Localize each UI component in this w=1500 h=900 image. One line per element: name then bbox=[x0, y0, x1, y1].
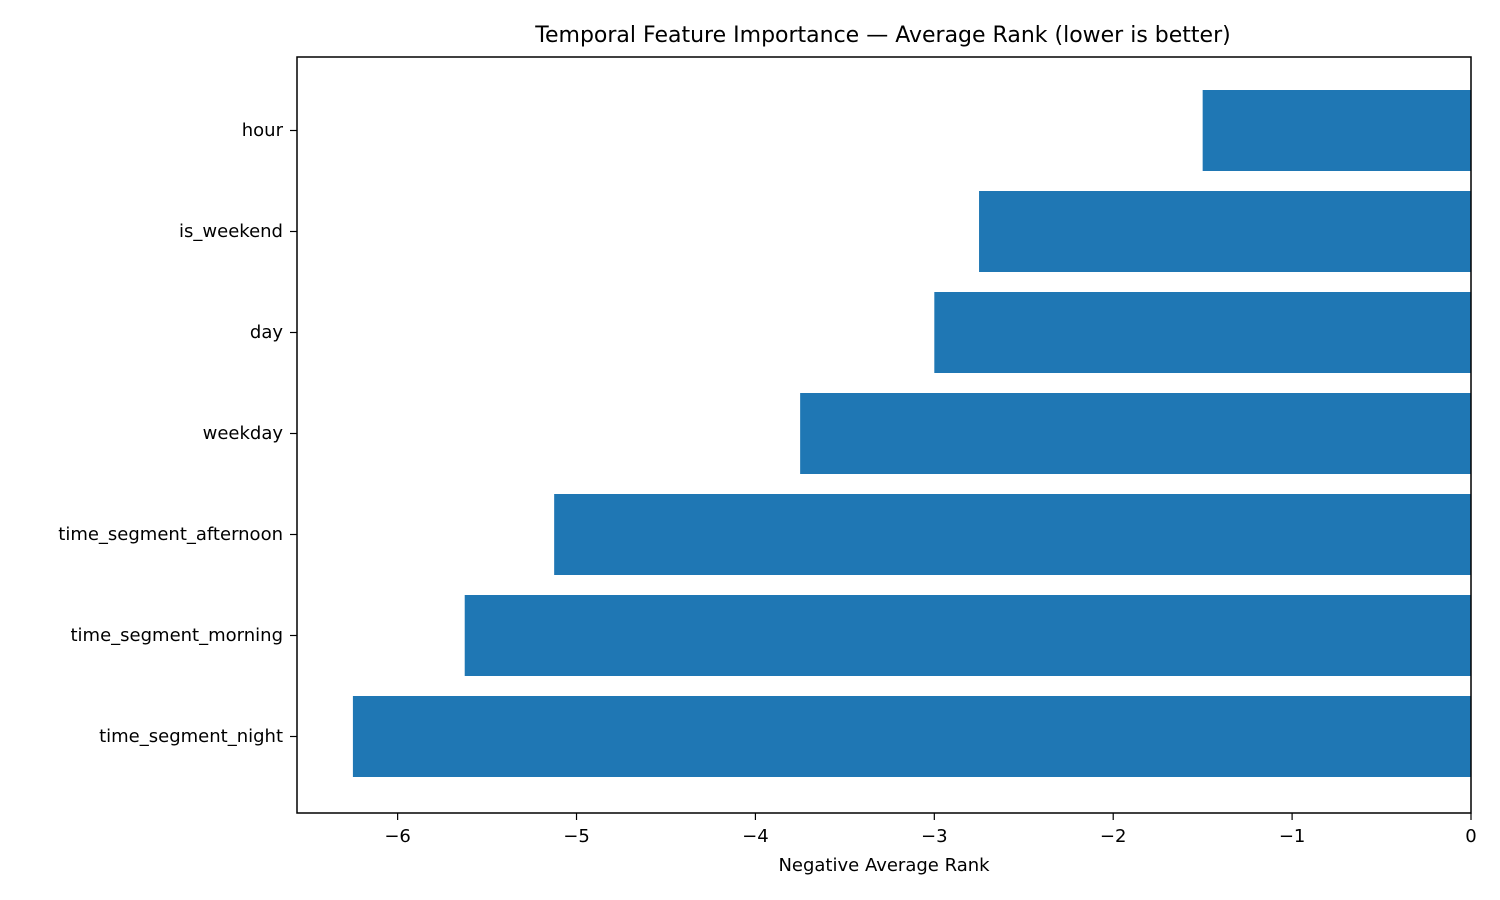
bar-is-weekend bbox=[979, 191, 1471, 272]
x-tick-label: −5 bbox=[563, 826, 590, 847]
bar-time-segment-afternoon bbox=[554, 494, 1471, 575]
bar-day bbox=[934, 292, 1471, 373]
y-tick-label: weekday bbox=[203, 423, 284, 444]
bar-weekday bbox=[800, 393, 1471, 474]
x-tick-label: −3 bbox=[921, 826, 948, 847]
x-tick-label: −2 bbox=[1100, 826, 1127, 847]
x-axis-label: Negative Average Rank bbox=[778, 855, 990, 876]
y-tick-label: time_segment_night bbox=[99, 726, 283, 747]
x-tick-label: −4 bbox=[742, 826, 769, 847]
bar-hour bbox=[1202, 90, 1471, 171]
y-tick-label: day bbox=[250, 322, 283, 343]
bar-time-segment-morning bbox=[464, 595, 1471, 676]
x-axis-ticks: −6 −5 −4 −3 −2 −1 0 bbox=[384, 813, 1477, 847]
y-tick-label: hour bbox=[242, 120, 284, 141]
plot-frame bbox=[296, 56, 1472, 814]
y-tick-label: time_segment_afternoon bbox=[58, 524, 283, 545]
y-tick-label: time_segment_morning bbox=[71, 625, 284, 646]
bar-time-segment-night bbox=[352, 696, 1471, 777]
bars-group bbox=[352, 90, 1471, 777]
chart-title: Temporal Feature Importance — Average Ra… bbox=[534, 23, 1230, 48]
x-tick-label: −1 bbox=[1279, 826, 1306, 847]
y-tick-label: is_weekend bbox=[179, 221, 283, 242]
x-tick-label: 0 bbox=[1465, 826, 1476, 847]
x-tick-label: −6 bbox=[384, 826, 411, 847]
